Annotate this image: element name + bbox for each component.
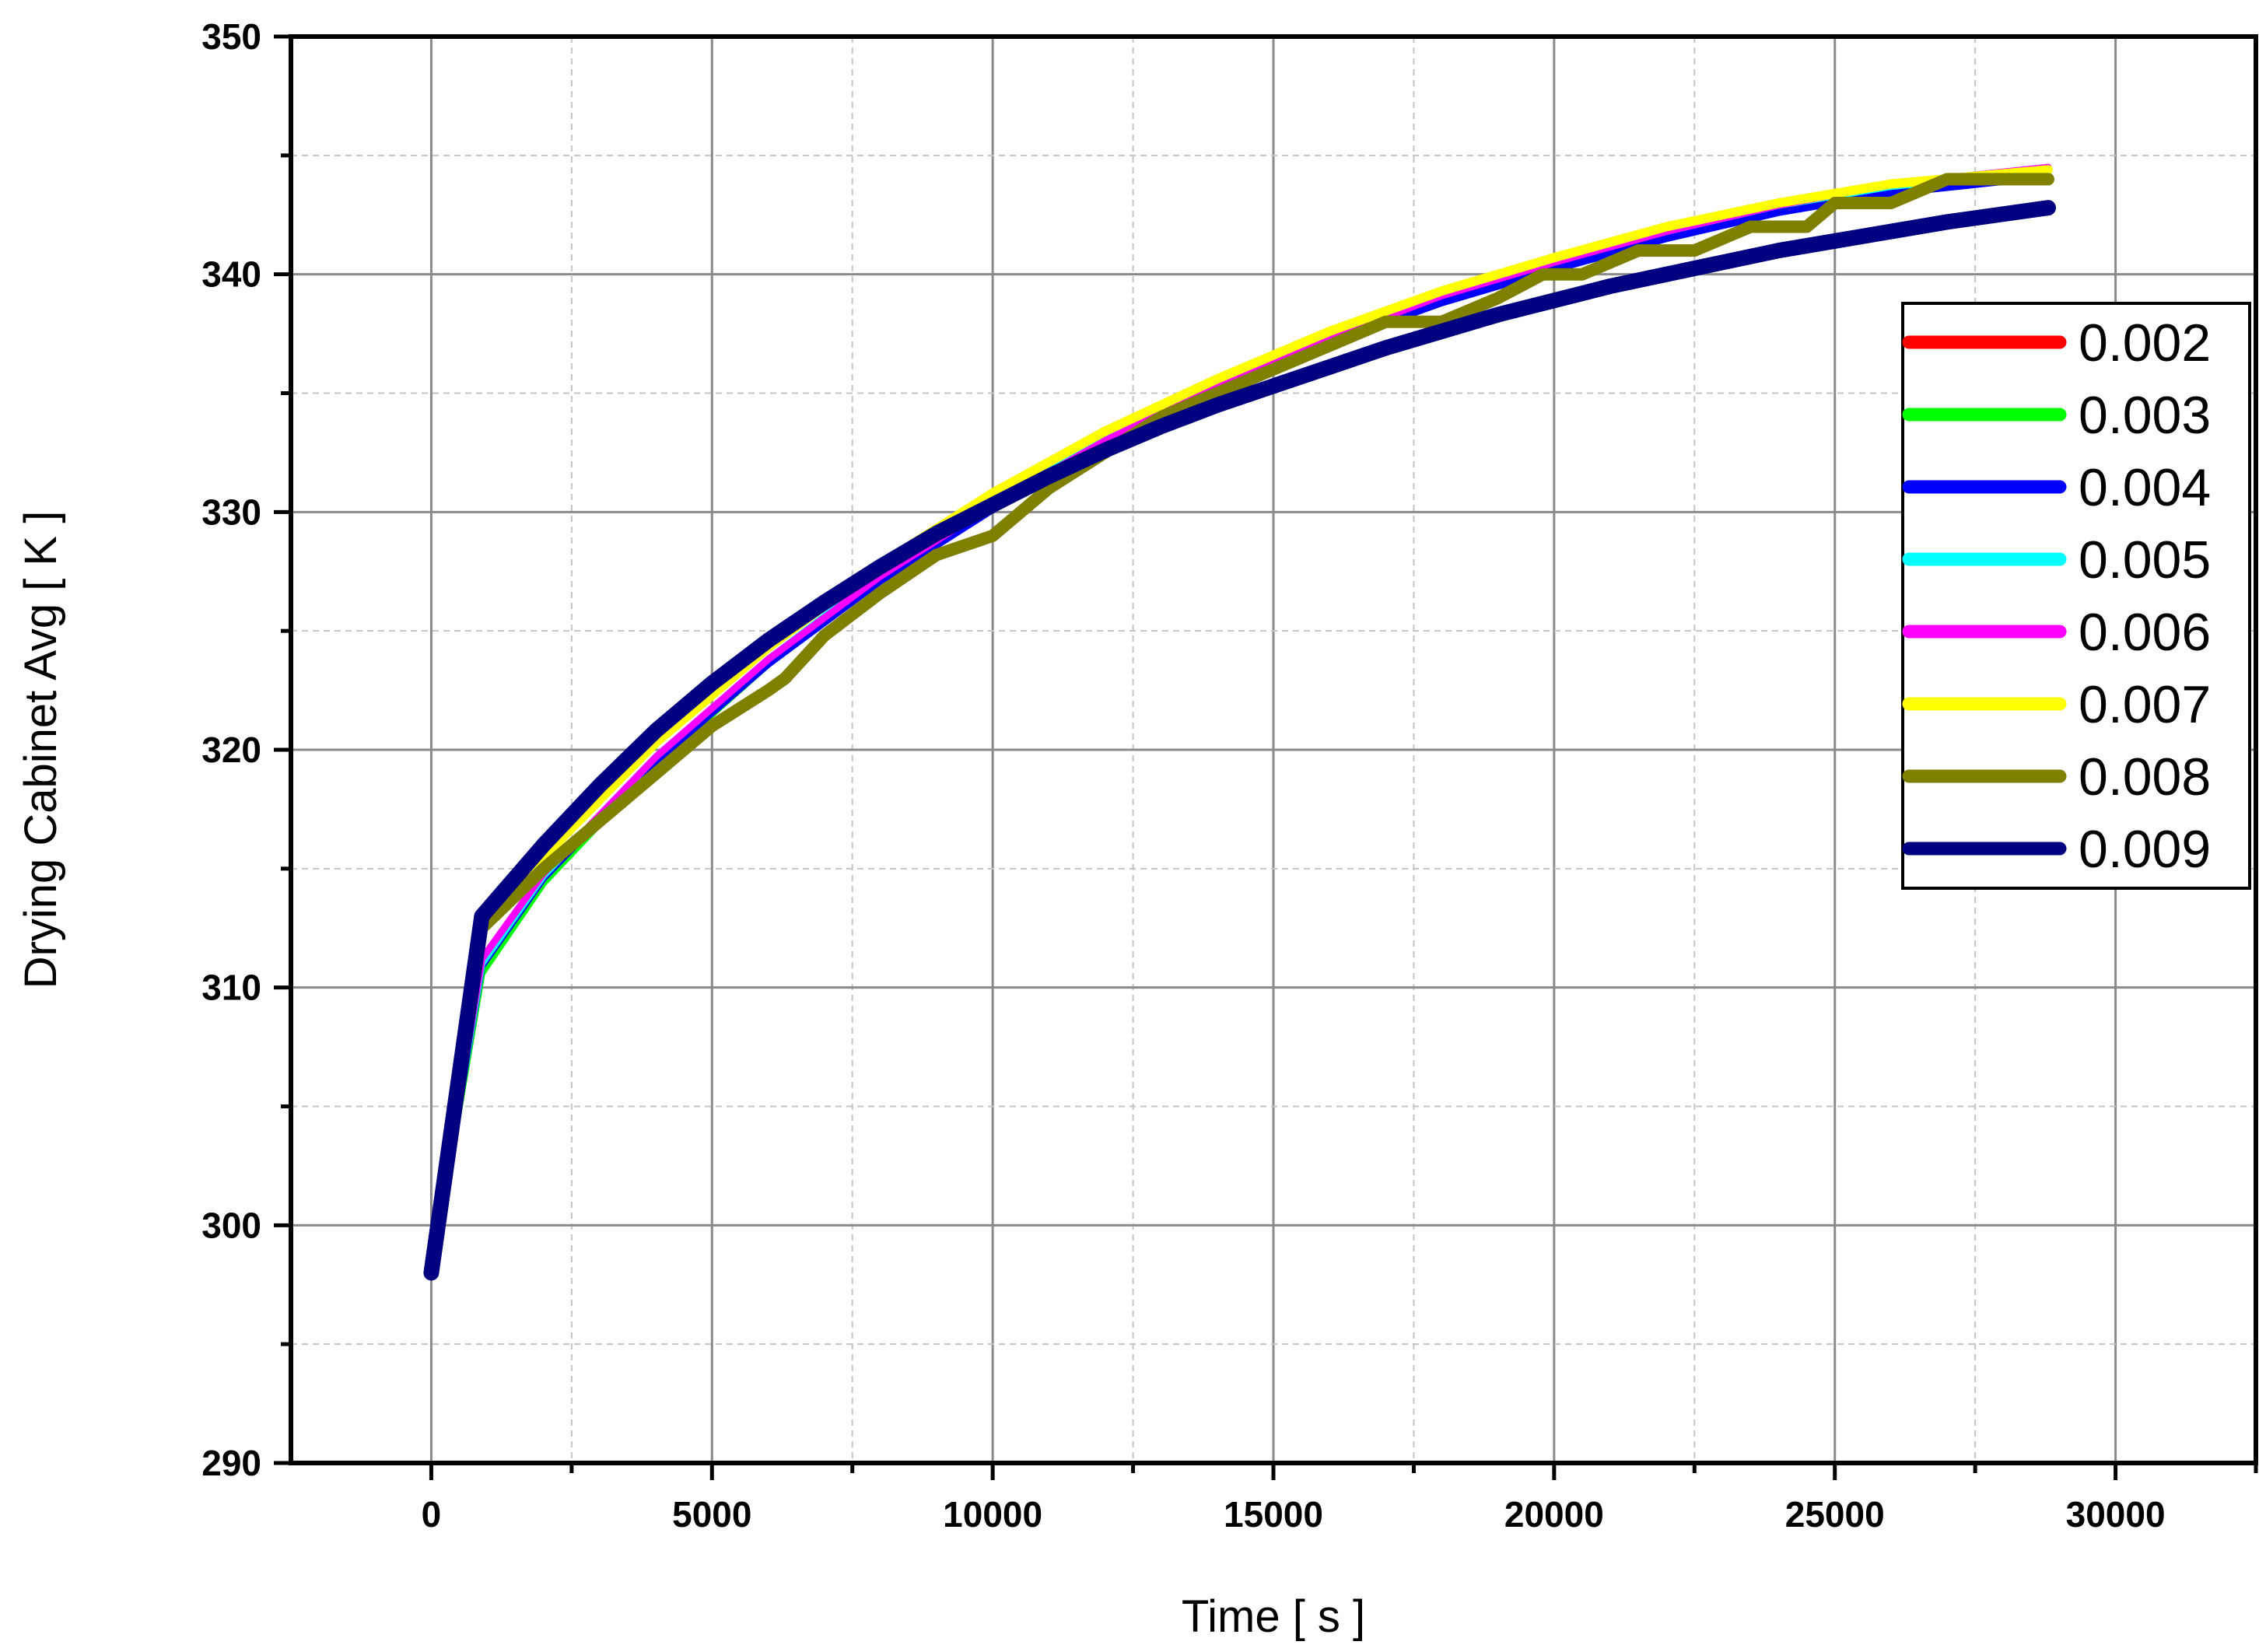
legend-label: 0.009 (2079, 820, 2211, 879)
x-tick-label: 10000 (943, 1494, 1042, 1535)
y-tick-label: 290 (201, 1443, 261, 1483)
series-line-0.009 (423, 200, 2056, 1281)
x-axis-title: Time [ s ] (1182, 1591, 1365, 1642)
legend: 0.002 0.003 0.004 0.005 0.006 0.007 0.008 0.009 (1901, 302, 2251, 890)
y-tick-label: 320 (201, 730, 261, 770)
x-tick-label: 0 (422, 1494, 442, 1535)
y-tick-label: 330 (201, 492, 261, 532)
legend-label: 0.003 (2079, 386, 2211, 445)
x-tick-label: 15000 (1224, 1494, 1323, 1535)
y-tick-label: 310 (201, 968, 261, 1008)
y-tick-label: 300 (201, 1205, 261, 1245)
legend-label: 0.002 (2079, 313, 2211, 373)
legend-label: 0.005 (2079, 530, 2211, 590)
legend-label: 0.007 (2079, 675, 2211, 734)
x-tick-label: 5000 (672, 1494, 751, 1535)
legend-box (1901, 302, 2251, 890)
y-tick-labels: 290 300 310 320 330 340 350 (201, 16, 261, 1483)
x-tick-label: 20000 (1504, 1494, 1604, 1535)
legend-label: 0.008 (2079, 747, 2211, 807)
axis-ticks (274, 34, 2258, 1480)
x-tick-label: 30000 (2066, 1494, 2166, 1535)
y-axis-title: Drying Cabinet Avg [ K ] (16, 511, 66, 989)
series-lines (423, 163, 2056, 1281)
series-line-0.007 (426, 165, 2053, 1278)
series-line-0.008 (425, 173, 2054, 1279)
legend-label: 0.004 (2079, 458, 2211, 517)
legend-label: 0.006 (2079, 603, 2211, 662)
y-tick-label: 350 (201, 16, 261, 57)
y-tick-label: 340 (201, 254, 261, 295)
x-tick-label: 25000 (1785, 1494, 1885, 1535)
x-tick-labels: 0 5000 10000 15000 20000 25000 30000 (422, 1494, 2166, 1535)
